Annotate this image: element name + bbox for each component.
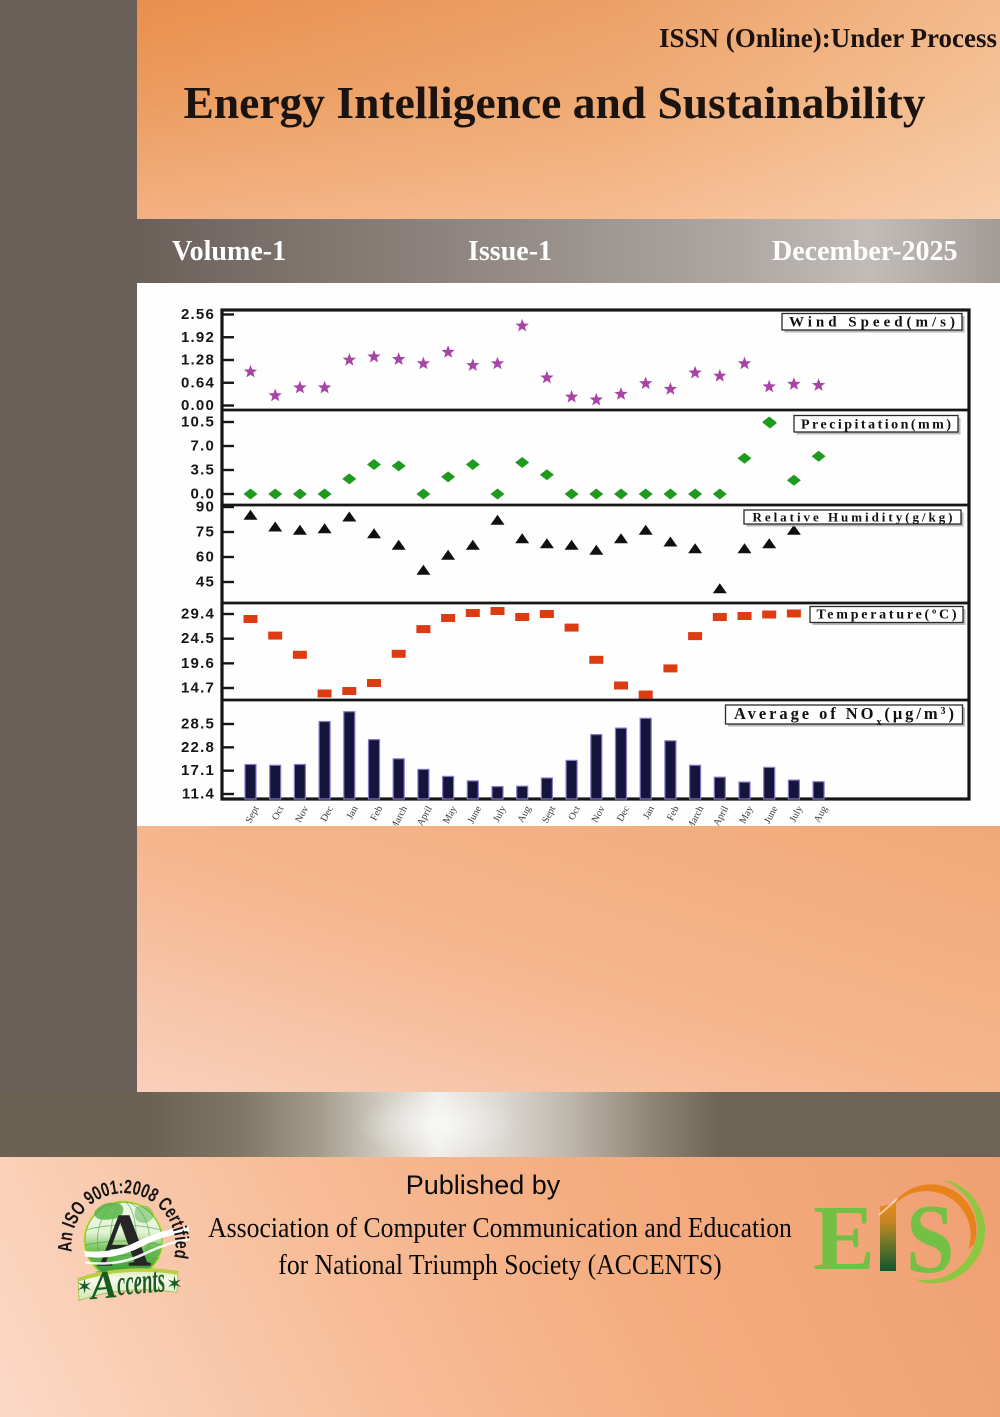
svg-text:✶: ✶ xyxy=(76,1277,93,1299)
svg-text:17.1: 17.1 xyxy=(181,762,215,779)
svg-text:22.8: 22.8 xyxy=(181,739,215,756)
svg-text:3.5: 3.5 xyxy=(191,462,215,479)
svg-text:7.0: 7.0 xyxy=(191,438,215,455)
svg-text:29.4: 29.4 xyxy=(181,606,215,623)
svg-text:Accents: Accents xyxy=(86,1257,167,1309)
svg-text:1.92: 1.92 xyxy=(181,329,215,346)
svg-text:45: 45 xyxy=(196,574,215,591)
svg-text:14.7: 14.7 xyxy=(181,680,215,697)
svg-text:Relative Humidity(g/kg): Relative Humidity(g/kg) xyxy=(753,510,953,525)
svg-text:11.4: 11.4 xyxy=(182,786,215,803)
svg-text:90: 90 xyxy=(196,499,215,516)
svg-text:10.5: 10.5 xyxy=(181,414,215,431)
svg-text:60: 60 xyxy=(196,549,215,566)
svg-text:S: S xyxy=(906,1185,954,1294)
svg-text:0.00: 0.00 xyxy=(181,397,215,414)
svg-text:0.64: 0.64 xyxy=(181,374,215,391)
svg-text:✶: ✶ xyxy=(166,1274,183,1296)
svg-text:1.28: 1.28 xyxy=(181,352,215,369)
svg-text:75: 75 xyxy=(196,524,215,541)
svg-text:28.5: 28.5 xyxy=(181,716,215,733)
svg-text:24.5: 24.5 xyxy=(181,630,215,647)
svg-text:2.56: 2.56 xyxy=(181,306,215,323)
svg-text:0.0: 0.0 xyxy=(191,486,215,503)
svg-text:E: E xyxy=(813,1187,875,1290)
svg-text:19.6: 19.6 xyxy=(181,655,215,672)
